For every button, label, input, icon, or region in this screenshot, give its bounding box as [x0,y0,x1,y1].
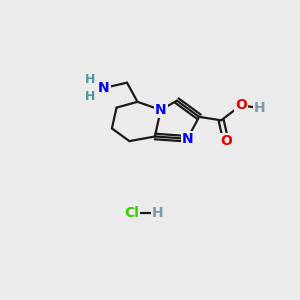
Text: H: H [85,90,95,103]
Text: N: N [98,81,109,95]
Text: N: N [155,103,167,117]
Text: O: O [235,98,247,112]
Text: Cl: Cl [124,206,139,220]
Text: N: N [182,132,193,146]
Text: O: O [220,134,232,148]
Text: H: H [85,73,95,86]
Text: H: H [254,101,266,115]
Text: H: H [152,206,163,220]
